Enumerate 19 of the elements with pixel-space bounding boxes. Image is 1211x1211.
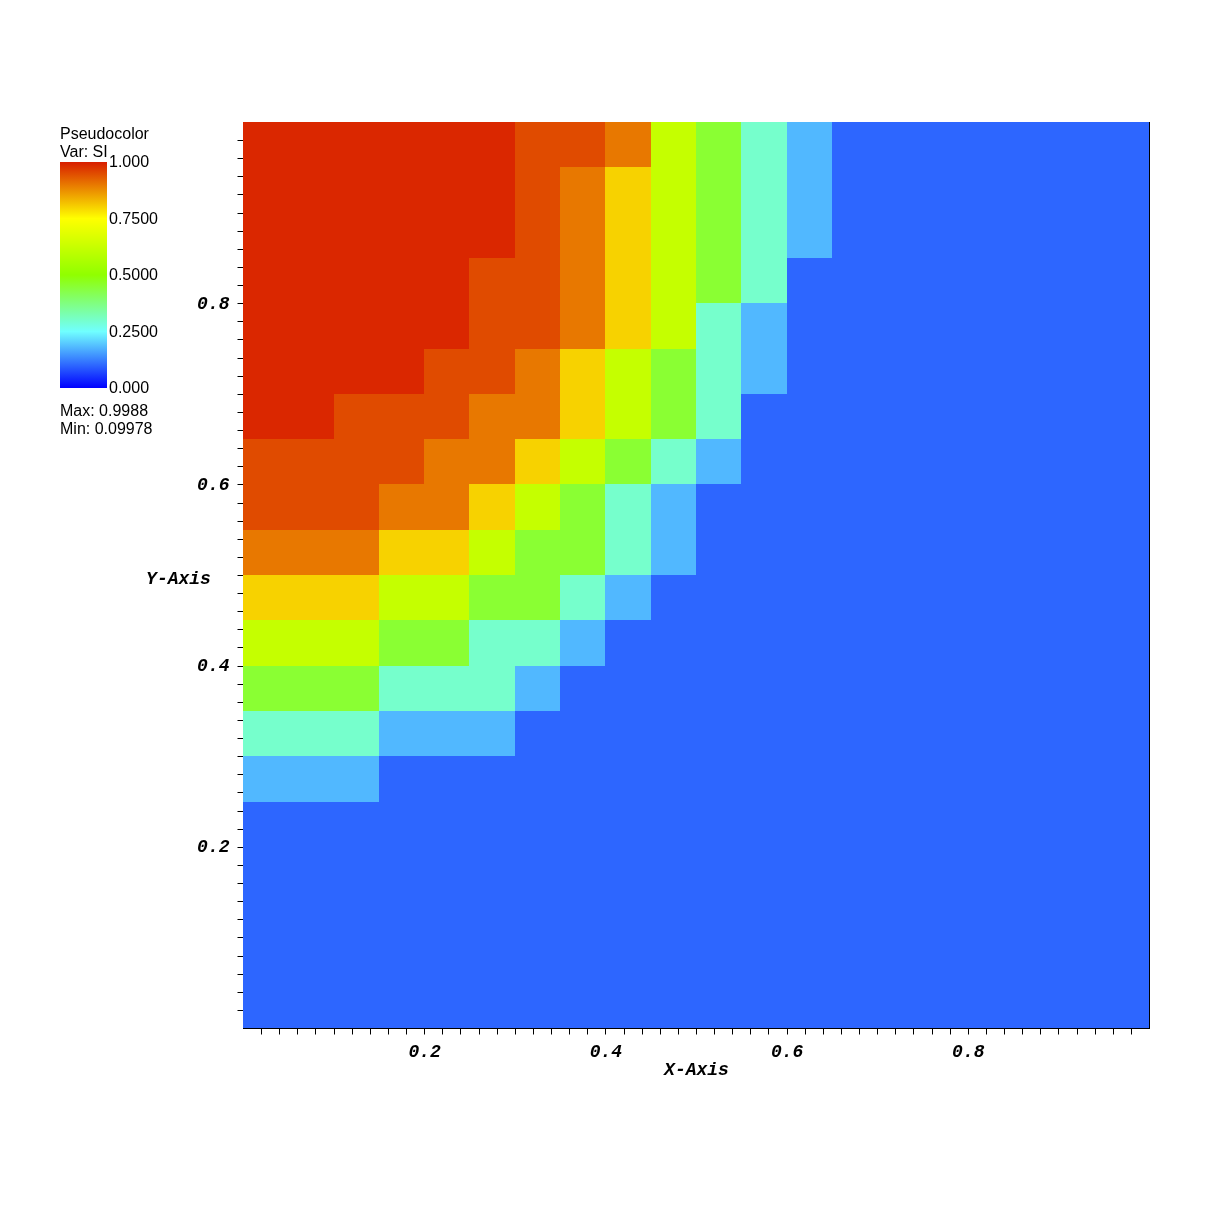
color-bar-label: 0.5000 xyxy=(109,266,159,283)
y-tick-label: 0.8 xyxy=(197,293,230,314)
x-axis-title: X-Axis xyxy=(663,1059,729,1080)
color-bar-label: 0.7500 xyxy=(109,209,159,227)
x-tick-label: 0.8 xyxy=(952,1041,985,1062)
y-tick-label: 0.4 xyxy=(197,656,230,677)
x-tick-label: 0.4 xyxy=(589,1041,623,1062)
color-bar-title: Var: SI xyxy=(60,143,108,160)
x-tick-label: 0.2 xyxy=(408,1041,442,1062)
color-bar-label: 0.2500 xyxy=(109,322,159,340)
color-bar-label: 1.000 xyxy=(109,153,150,170)
text: Max: 0.9988 xyxy=(60,402,149,419)
y-tick-label: 0.6 xyxy=(197,474,230,495)
y-axis-title: Y-Axis xyxy=(146,568,211,589)
y-tick-label: 0.2 xyxy=(197,837,230,858)
text: Min: 0.09978 xyxy=(60,420,153,437)
x-tick-label: 0.6 xyxy=(770,1041,804,1062)
text: Pseudocolor xyxy=(60,125,150,142)
color-bar-label: 0.000 xyxy=(109,379,150,396)
